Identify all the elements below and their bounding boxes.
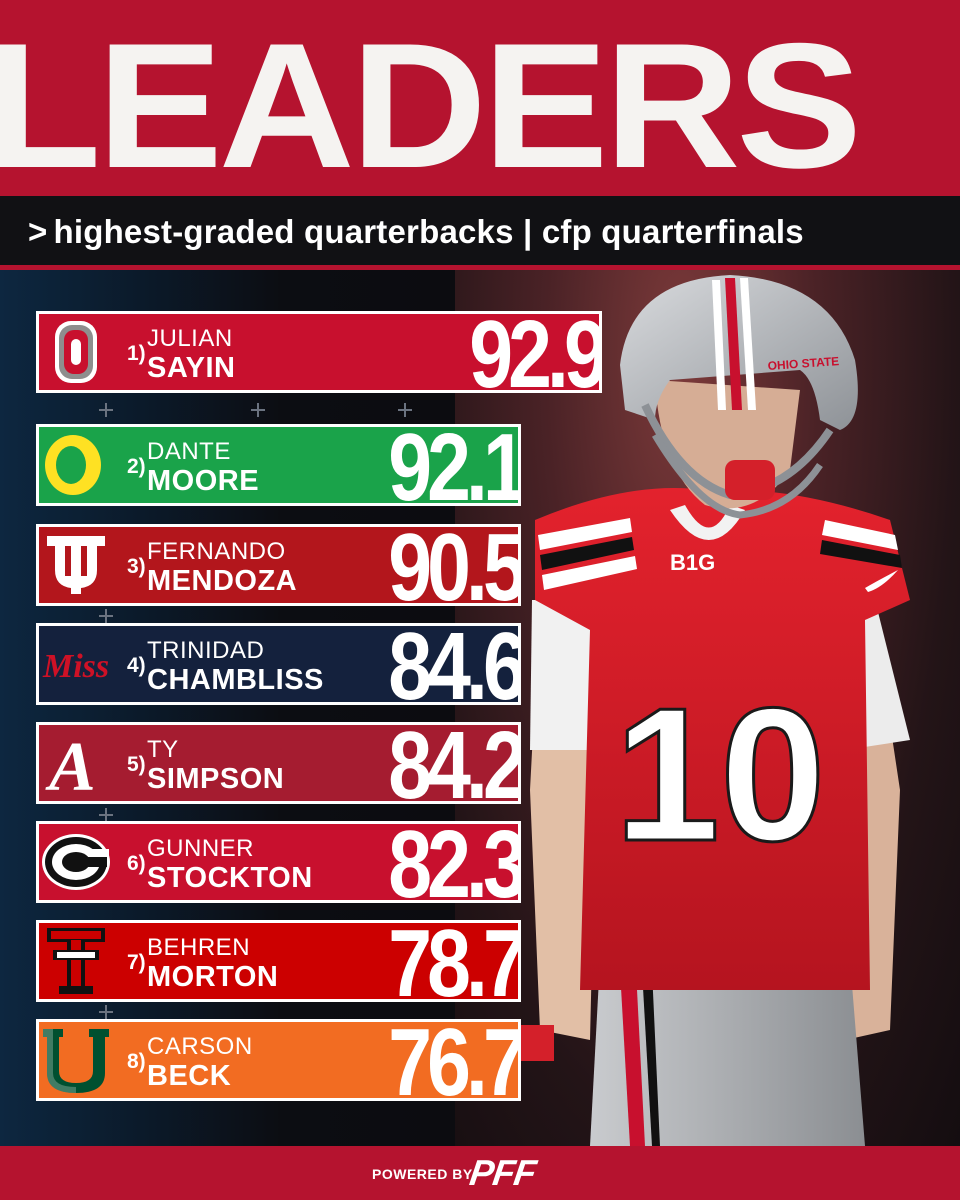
last-name: MOORE [147,465,260,497]
grade-value: 76.7 [388,1019,521,1101]
crosshair-icon [99,808,113,822]
last-name: CHAMBLISS [147,664,324,696]
first-name: BEHREN [147,934,251,961]
grade-value: 78.7 [388,920,521,1002]
georgia-logo [39,824,113,900]
first-name: GUNNER [147,835,255,862]
leader-row: 3) FERNANDO MENDOZA 90.5 [36,524,521,606]
rank: 1) [127,342,146,365]
first-name: FERNANDO [147,538,286,565]
crosshair-icon [99,403,113,417]
leader-row: 8) CARSON BECK 76.7 [36,1019,521,1101]
grade-value: 90.5 [388,524,521,606]
last-name: BECK [147,1060,232,1092]
last-name: SAYIN [147,352,236,384]
last-name: MORTON [147,961,279,993]
footer: POWERED BY PFF [0,1146,960,1200]
rank: 4) [127,654,146,677]
alabama-logo: A [39,725,113,801]
subtitle: > highest-graded quarterbacks | cfp quart… [28,210,804,254]
leader-row: Miss 4) TRINIDAD CHAMBLISS 84.6 [36,623,521,705]
miami-logo [39,1022,113,1098]
crosshair-icon [398,403,412,417]
rank: 7) [127,951,146,974]
ole-miss-logo: Miss [39,626,113,702]
rank: 6) [127,852,146,875]
rank: 8) [127,1050,146,1073]
rank: 5) [127,753,146,776]
rank: 2) [127,455,146,478]
ohio-state-logo [39,314,113,390]
alabama-logo-text: A [45,729,96,798]
last-name: SIMPSON [147,763,285,795]
leader-row: A 5) TY SIMPSON 84.2 [36,722,521,804]
grade-value: 92.9 [469,311,602,393]
last-name: STOCKTON [147,862,313,894]
leader-row: 6) GUNNER STOCKTON 82.3 [36,821,521,903]
subtitle-arrow: > [28,213,48,250]
page-title: LEADERS [0,6,862,197]
last-name: MENDOZA [147,565,298,597]
player-photo: 10 B1G OHIO STATE [470,270,960,1146]
crosshair-icon [99,609,113,623]
jersey-number: 10 [614,669,825,881]
grade-value: 82.3 [388,821,521,903]
b1g-patch: B1G [670,550,715,575]
header-edge [0,188,960,196]
first-name: TY [147,736,179,763]
grade-value: 92.1 [388,424,521,506]
leader-row: 1) JULIAN SAYIN 92.9 [36,311,602,393]
header-banner: LEADERS [0,0,960,196]
crosshair-icon [99,1005,113,1019]
oregon-logo [39,427,113,503]
crosshair-icon [251,403,265,417]
rank: 3) [127,555,146,578]
pff-logo[interactable]: PFF [467,1152,538,1193]
first-name: DANTE [147,438,231,465]
ole-miss-logo-text: Miss [42,648,109,685]
grade-value: 84.6 [388,623,521,705]
helmet-text: OHIO STATE [767,354,839,373]
first-name: CARSON [147,1033,253,1060]
leader-row: 7) BEHREN MORTON 78.7 [36,920,521,1002]
powered-by-label: POWERED BY [372,1166,473,1182]
leader-row: 2) DANTE MOORE 92.1 [36,424,521,506]
subtitle-text: highest-graded quarterbacks | cfp quarte… [53,213,804,250]
texas-tech-logo [39,923,113,999]
subtitle-bar: > highest-graded quarterbacks | cfp quart… [0,196,960,270]
first-name: JULIAN [147,325,233,352]
first-name: TRINIDAD [147,637,265,664]
indiana-logo [39,527,113,603]
grade-value: 84.2 [388,722,521,804]
leaderboard: 1) JULIAN SAYIN 92.9 2) DANTE MOORE 92.1… [36,311,606,1111]
